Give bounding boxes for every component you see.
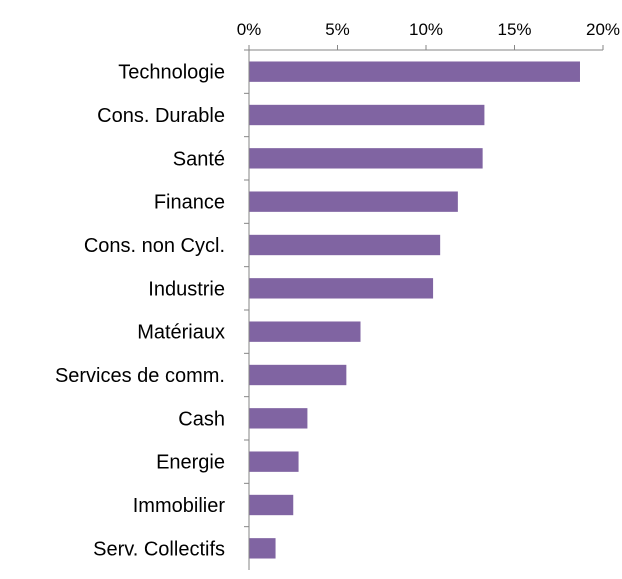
x-axis: 0% 5% 10% 15% 20% (237, 20, 620, 51)
bar (249, 278, 434, 299)
bar-series (249, 61, 580, 559)
bar (249, 538, 276, 559)
bar (249, 408, 308, 429)
category-label: Cash (178, 408, 225, 430)
category-label: Matériaux (137, 322, 225, 344)
bar (249, 494, 294, 516)
category-label: Finance (154, 192, 225, 214)
category-label: Services de comm. (55, 365, 225, 387)
bar (249, 191, 458, 212)
category-label: Industrie (148, 278, 225, 300)
x-tick-label: 20% (586, 20, 620, 39)
category-label: Cons. non Cycl. (84, 235, 225, 257)
x-tick-label: 0% (237, 20, 262, 39)
category-label: Immobilier (133, 495, 226, 517)
category-label: Serv. Collectifs (93, 538, 225, 560)
category-label: Technologie (118, 62, 225, 84)
bar (249, 364, 347, 386)
bar (249, 148, 483, 169)
x-tick-label: 10% (409, 20, 443, 39)
bar (249, 321, 361, 342)
category-label: Santé (173, 148, 225, 170)
bar (249, 104, 485, 126)
x-tick-label: 5% (325, 20, 350, 39)
bar (249, 234, 441, 256)
bar (249, 61, 580, 82)
category-label: Cons. Durable (97, 105, 225, 127)
x-tick-label: 15% (497, 20, 531, 39)
bar (249, 451, 299, 472)
category-label: Energie (156, 452, 225, 474)
category-axis: Technologie Cons. Durable Santé Finance Cons… (55, 49, 249, 560)
